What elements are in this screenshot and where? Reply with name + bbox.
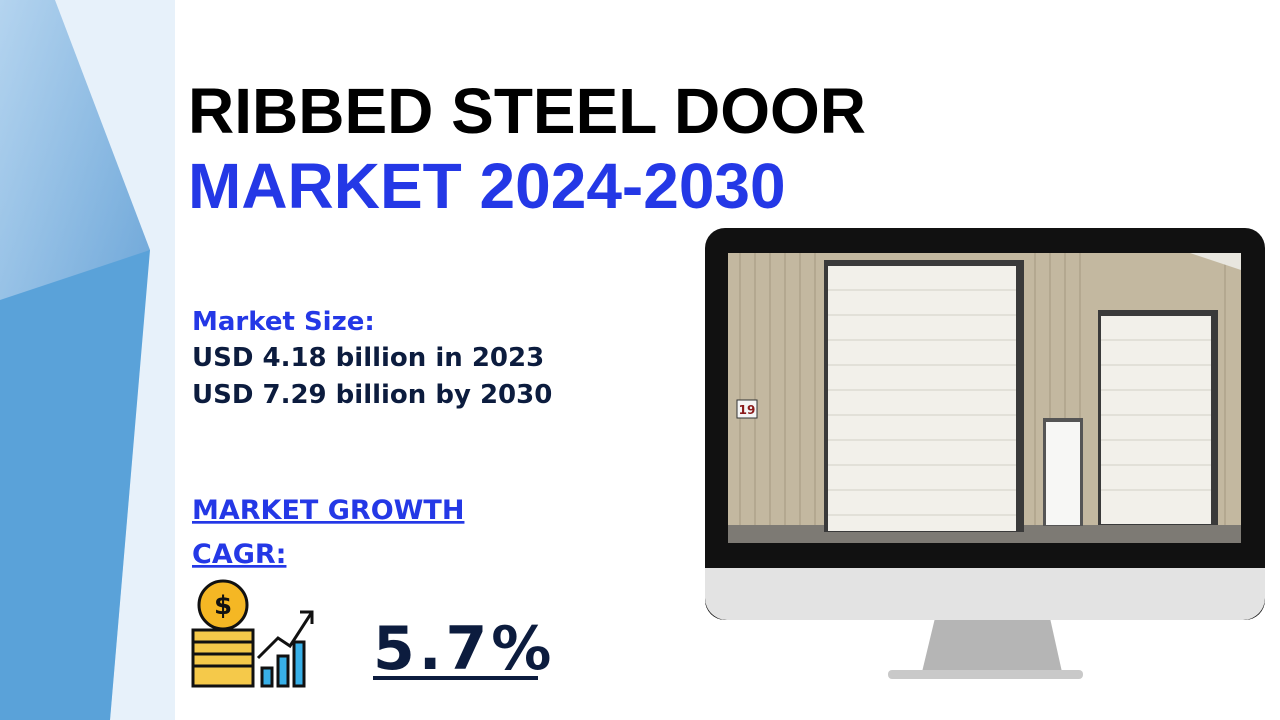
growth-label: CAGR:	[192, 539, 286, 570]
deco	[55, 0, 175, 720]
growth-label: MARKET GROWTH	[192, 495, 464, 526]
title: RIBBED STEEL DOOR	[188, 75, 866, 147]
market-size-line: USD 7.29 billion by 2030	[192, 380, 552, 410]
market-size-line: USD 4.18 billion in 2023	[192, 343, 544, 373]
deco	[0, 250, 150, 720]
underline	[373, 676, 538, 680]
monitor	[705, 228, 1265, 679]
growth-icon	[191, 579, 314, 688]
icon-dollar: $	[214, 591, 232, 621]
cagr-value: 5.7%	[373, 614, 555, 684]
door-sign: 19	[739, 403, 756, 417]
market-size-label: Market Size:	[192, 307, 375, 337]
subtitle: MARKET 2024-2030	[188, 150, 786, 222]
